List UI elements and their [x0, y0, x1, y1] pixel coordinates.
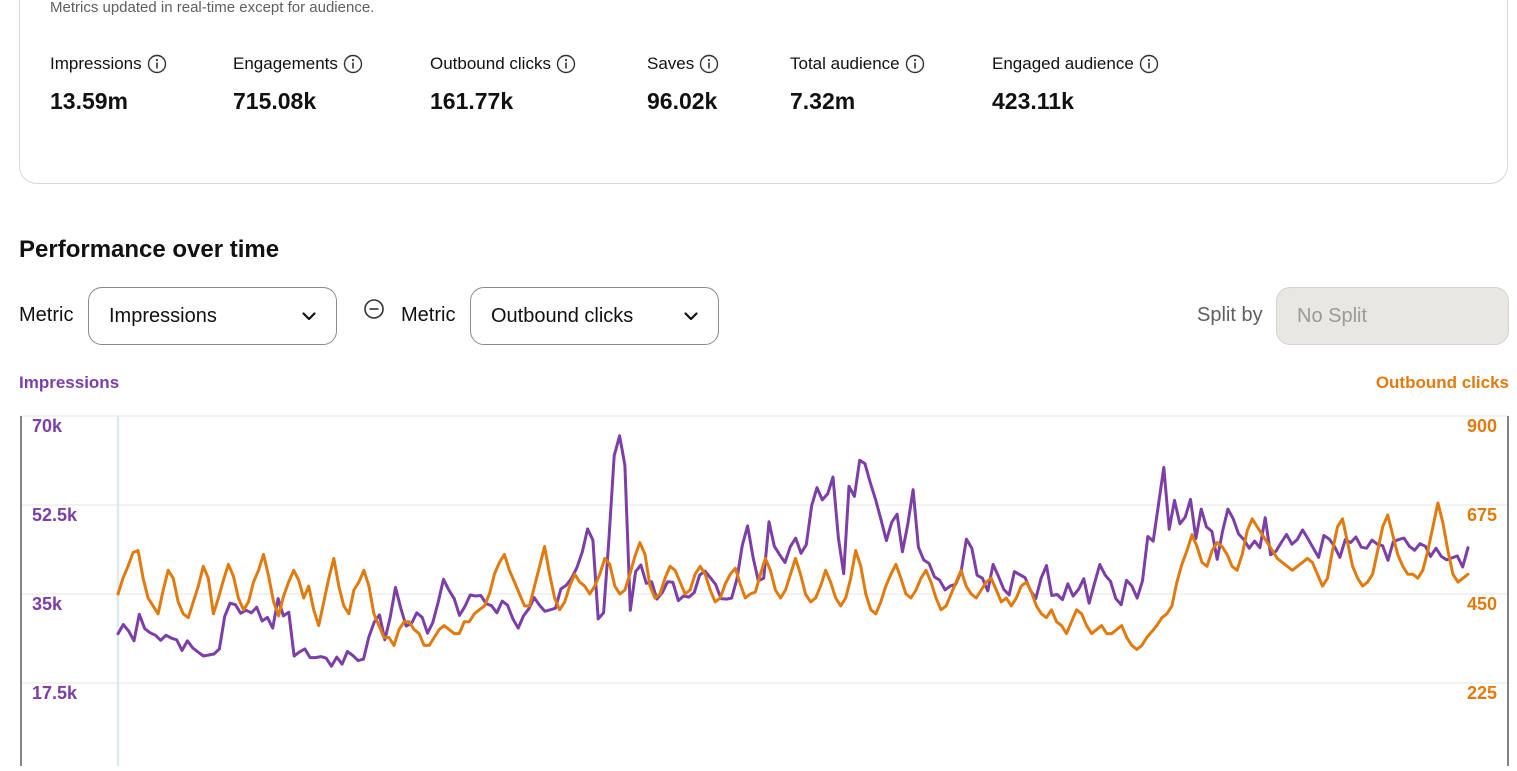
- info-icon[interactable]: [556, 54, 576, 74]
- y-right-tick-label: 225: [1467, 683, 1497, 703]
- split-value: No Split: [1297, 304, 1368, 327]
- chevron-down-icon: [682, 307, 700, 325]
- legend-outbound-clicks: Outbound clicks: [1375, 373, 1509, 392]
- metric-value: 96.02k: [647, 88, 718, 114]
- info-icon[interactable]: [147, 54, 167, 74]
- metric2-value: Outbound clicks: [491, 304, 634, 327]
- section-title: Performance over time: [19, 236, 280, 263]
- y-left-tick-label: 35k: [32, 594, 63, 614]
- grid-layer: [21, 415, 1508, 684]
- minus-circle-icon[interactable]: [363, 298, 385, 320]
- y-right-tick-label: 675: [1467, 505, 1497, 525]
- metric-label: Engaged audience: [992, 54, 1134, 73]
- chevron-down-icon: [300, 307, 318, 325]
- y-right-tick-label: 900: [1467, 416, 1497, 436]
- y-left-tick-label: 70k: [32, 416, 63, 436]
- metric2-select[interactable]: Outbound clicks: [470, 287, 719, 345]
- series-layer: [116, 434, 1470, 668]
- split-select[interactable]: No Split: [1276, 287, 1509, 345]
- metric-engagements: Engagements 715.08k: [233, 52, 363, 115]
- summary-subtitle: Metrics updated in real-time except for …: [50, 0, 375, 16]
- metric-label: Saves: [647, 54, 695, 73]
- metric-value: 715.08k: [233, 88, 317, 114]
- info-icon[interactable]: [1139, 54, 1159, 74]
- y-right-tick-label: 450: [1467, 594, 1497, 614]
- performance-chart: 70k 900 52.5k 675 35k 450 17.5k 225: [0, 400, 1517, 766]
- metric1-label: Metric: [19, 304, 74, 326]
- split-label: Split by: [1197, 304, 1263, 326]
- info-icon[interactable]: [699, 54, 719, 74]
- series-outbound-clicks-line: [116, 501, 1470, 651]
- metric-value: 423.11k: [992, 88, 1074, 114]
- metric-impressions: Impressions 13.59m: [50, 52, 167, 115]
- info-icon[interactable]: [343, 54, 363, 74]
- metric2-label: Metric: [401, 304, 456, 326]
- series-impressions-line: [116, 434, 1470, 668]
- metric-value: 13.59m: [50, 88, 129, 114]
- metric1-select[interactable]: Impressions: [88, 287, 337, 345]
- metric-outbound-clicks: Outbound clicks 161.77k: [430, 52, 576, 115]
- metric-value: 161.77k: [430, 88, 514, 114]
- axis-layer: 70k 900 52.5k 675 35k 450 17.5k 225: [20, 416, 1509, 766]
- legend-impressions: Impressions: [19, 373, 120, 392]
- metric-engaged-audience: Engaged audience 423.11k: [992, 52, 1159, 115]
- metric-label: Total audience: [790, 54, 900, 73]
- chart-svg: 70k 900 52.5k 675 35k 450 17.5k 225: [20, 415, 1509, 766]
- y-left-tick-label: 17.5k: [32, 683, 78, 703]
- metric1-value: Impressions: [109, 304, 217, 327]
- y-left-tick-label: 52.5k: [32, 505, 78, 525]
- summary-card: [19, 0, 1508, 184]
- metric-saves: Saves 96.02k: [647, 52, 719, 115]
- metric-total-audience: Total audience 7.32m: [790, 52, 925, 115]
- metric-value: 7.32m: [790, 88, 856, 114]
- metric-label: Outbound clicks: [430, 54, 551, 73]
- metric-label: Impressions: [50, 54, 142, 73]
- info-icon[interactable]: [905, 54, 925, 74]
- metric-label: Engagements: [233, 54, 338, 73]
